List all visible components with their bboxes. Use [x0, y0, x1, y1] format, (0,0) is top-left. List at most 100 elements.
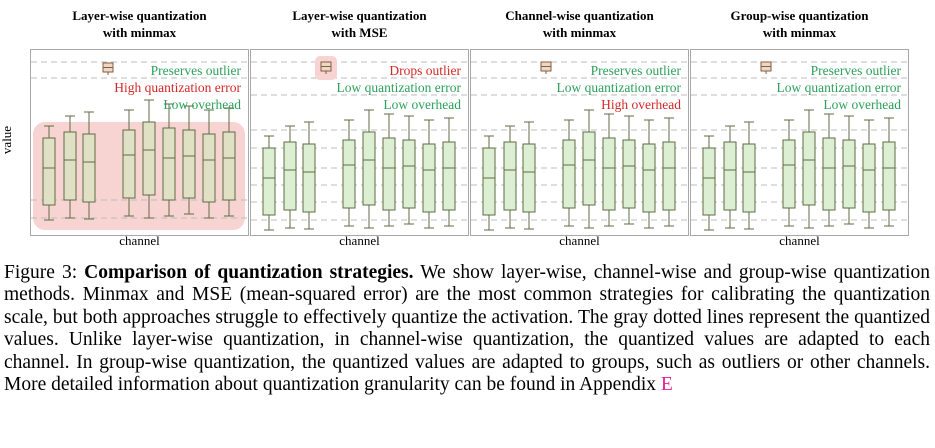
legend-item-1: Drops outlier — [389, 63, 461, 78]
appendix-link[interactable]: E — [660, 374, 673, 396]
box-body — [42, 137, 56, 206]
boxplot-area — [470, 49, 689, 236]
y-axis-label: value — [0, 125, 14, 155]
box — [222, 107, 236, 217]
box — [162, 103, 176, 217]
box-body — [522, 143, 536, 213]
panel-title: Layer-wise quantization with MSE — [250, 7, 469, 41]
panel-groupwise-minmax: Group-wise quantization with minmax Pres… — [690, 0, 909, 250]
panel-title-line2: with minmax — [542, 25, 617, 40]
box — [142, 99, 156, 219]
box-body — [862, 143, 876, 213]
box — [522, 121, 536, 230]
box-body — [602, 137, 616, 211]
box — [382, 113, 396, 227]
panel-title-line2: with minmax — [102, 25, 177, 40]
box — [702, 135, 716, 231]
box-body — [63, 131, 77, 201]
box-body — [362, 131, 376, 206]
outlier-box-icon — [102, 62, 114, 75]
boxplot-svg — [471, 61, 688, 231]
outlier-box-icon — [760, 61, 772, 74]
box-body — [622, 139, 636, 209]
box — [482, 135, 496, 231]
box-body — [582, 131, 596, 206]
box — [42, 125, 56, 221]
legend-item-3: Low overhead — [163, 97, 241, 112]
legend-item-1: Preserves outlier — [810, 63, 901, 78]
panel-title-line2: with MSE — [331, 25, 388, 40]
legend-item-2: Low quantization error — [556, 80, 681, 95]
boxplot-area — [250, 49, 469, 236]
box-body — [482, 147, 496, 216]
box-body — [122, 129, 136, 199]
box-body — [222, 131, 236, 201]
box — [283, 125, 297, 229]
box-body — [202, 133, 216, 203]
box-body — [842, 139, 856, 209]
x-axis-label: channel — [119, 233, 160, 248]
legend: Preserves outlier Low quantization error… — [557, 62, 681, 113]
box-body — [503, 141, 517, 211]
box — [842, 115, 856, 225]
box — [602, 113, 616, 227]
figure-caption: Figure 3: Comparison of quantization str… — [4, 262, 930, 396]
boxplot-svg — [691, 61, 908, 231]
box — [262, 135, 276, 231]
box-body — [802, 131, 816, 206]
box — [202, 109, 216, 219]
panel-title-line1: Layer-wise quantization — [292, 8, 427, 23]
box-body — [882, 141, 896, 211]
box — [342, 119, 356, 227]
panel-title-line1: Group-wise quantization — [730, 8, 869, 23]
boxplot-area — [690, 49, 909, 236]
box-body — [723, 141, 737, 211]
panel-layerwise-mse: Layer-wise quantization with MSE Drops o… — [250, 0, 469, 250]
box — [422, 119, 436, 229]
panel-title: Group-wise quantization with minmax — [690, 7, 909, 41]
legend-item-1: Preserves outlier — [150, 63, 241, 78]
panel-title: Layer-wise quantization with minmax — [30, 7, 249, 41]
legend-item-3: Low overhead — [823, 97, 901, 112]
legend-item-2: High quantization error — [114, 80, 241, 95]
box — [362, 109, 376, 229]
legend-item-1: Preserves outlier — [590, 63, 681, 78]
box-body — [382, 137, 396, 211]
boxplot-svg — [251, 56, 468, 231]
box-body — [642, 143, 656, 213]
panel-title-line2: with minmax — [762, 25, 837, 40]
box-body — [822, 137, 836, 211]
box-body — [262, 147, 276, 216]
legend: Preserves outlier Low quantization error… — [777, 62, 901, 113]
legend-item-3: Low overhead — [383, 97, 461, 112]
x-axis-label: channel — [339, 233, 380, 248]
box — [63, 115, 77, 219]
panel-title: Channel-wise quantization with minmax — [470, 7, 689, 41]
box — [503, 125, 517, 229]
box-body — [283, 141, 297, 211]
box — [862, 119, 876, 229]
panel-layerwise-minmax: Layer-wise quantization with minmax Pres… — [30, 0, 249, 250]
box — [662, 117, 676, 227]
box — [802, 109, 816, 229]
boxplot-svg — [31, 61, 248, 230]
box-body — [82, 133, 96, 203]
box — [642, 119, 656, 229]
outlier-box-icon — [540, 61, 552, 74]
caption-body: We show layer-wise, channel-wise and gro… — [4, 262, 930, 396]
box-body — [662, 141, 676, 211]
box — [723, 125, 737, 229]
box-body — [742, 143, 756, 213]
box-body — [302, 143, 316, 213]
boxplot-area — [30, 49, 249, 236]
box-body — [562, 139, 576, 209]
box — [562, 119, 576, 227]
box — [122, 109, 136, 217]
box — [742, 121, 756, 230]
box — [82, 111, 96, 220]
legend-item-2: Low quantization error — [776, 80, 901, 95]
box — [882, 117, 896, 227]
x-axis-label: channel — [779, 233, 820, 248]
box — [782, 119, 796, 227]
box — [442, 117, 456, 227]
